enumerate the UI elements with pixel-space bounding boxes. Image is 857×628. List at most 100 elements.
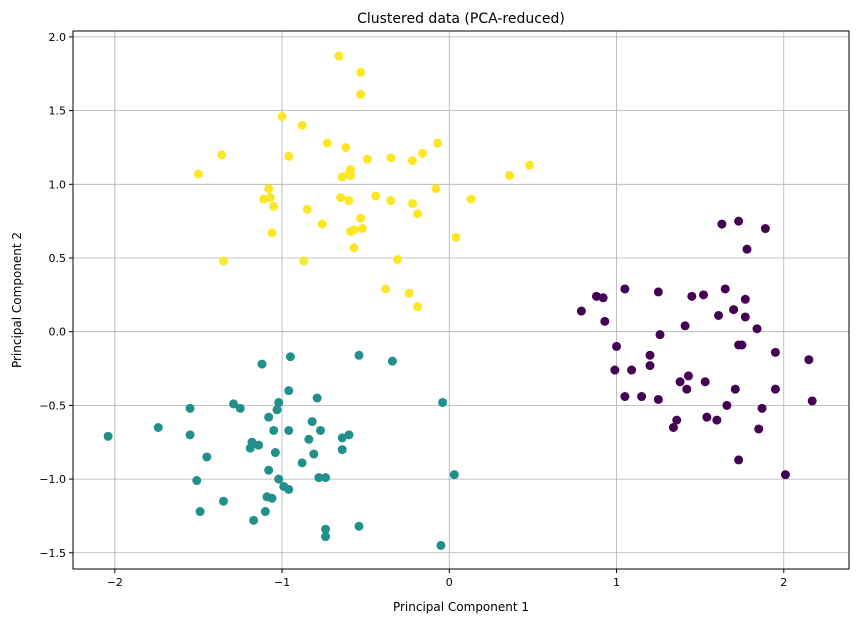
data-point-cluster-0 xyxy=(322,138,332,148)
data-point-cluster-2 xyxy=(612,341,622,351)
data-point-cluster-2 xyxy=(734,340,744,350)
data-point-cluster-2 xyxy=(620,392,630,402)
data-point-cluster-2 xyxy=(729,305,739,315)
data-point-cluster-1 xyxy=(254,440,264,450)
data-point-cluster-2 xyxy=(720,284,730,294)
data-point-cluster-1 xyxy=(267,493,277,503)
data-point-cluster-1 xyxy=(297,458,307,468)
data-point-cluster-0 xyxy=(277,111,287,121)
data-point-cluster-1 xyxy=(284,386,294,396)
data-point-cluster-1 xyxy=(257,359,267,369)
data-point-cluster-2 xyxy=(600,316,610,326)
data-point-cluster-1 xyxy=(272,405,282,415)
data-point-cluster-1 xyxy=(219,496,229,506)
data-point-cluster-1 xyxy=(321,532,331,542)
x-tick-label: 2 xyxy=(780,576,787,589)
data-point-cluster-0 xyxy=(344,196,354,206)
data-point-cluster-1 xyxy=(284,484,294,494)
data-point-cluster-1 xyxy=(270,448,280,458)
data-point-cluster-0 xyxy=(404,288,414,298)
data-point-cluster-0 xyxy=(433,138,443,148)
data-point-cluster-0 xyxy=(408,198,417,208)
data-point-cluster-1 xyxy=(192,476,202,486)
data-point-cluster-2 xyxy=(610,365,620,375)
data-point-cluster-1 xyxy=(185,403,195,413)
y-tick-label: −1.0 xyxy=(39,473,66,486)
data-point-cluster-1 xyxy=(264,412,274,422)
data-point-cluster-0 xyxy=(357,224,367,234)
data-point-cluster-0 xyxy=(193,169,203,179)
data-point-cluster-2 xyxy=(672,415,682,425)
data-point-cluster-0 xyxy=(284,151,294,161)
y-tick-label: 1.0 xyxy=(49,178,67,191)
data-point-cluster-1 xyxy=(387,356,397,366)
data-point-cluster-2 xyxy=(712,415,722,425)
x-tick-label: −1 xyxy=(274,576,290,589)
data-point-cluster-2 xyxy=(687,291,697,301)
x-tick-label: 1 xyxy=(613,576,620,589)
data-point-cluster-2 xyxy=(742,244,752,254)
data-point-cluster-0 xyxy=(217,150,227,160)
data-point-cluster-2 xyxy=(702,412,712,422)
data-point-cluster-2 xyxy=(682,384,692,394)
data-point-cluster-1 xyxy=(314,473,324,483)
data-point-cluster-1 xyxy=(285,352,295,362)
data-point-cluster-0 xyxy=(356,89,366,99)
data-point-cluster-2 xyxy=(714,310,724,320)
y-axis-label: Principal Component 2 xyxy=(10,232,24,368)
y-axis-ticks: −1.5 −1.0 −0.5 0.0 0.5 1.0 1.5 2.0 xyxy=(39,31,73,560)
data-point-cluster-0 xyxy=(336,193,346,203)
data-point-cluster-0 xyxy=(269,201,279,211)
data-point-cluster-1 xyxy=(312,393,322,403)
data-point-cluster-1 xyxy=(229,399,239,409)
data-point-cluster-2 xyxy=(754,424,764,434)
data-point-cluster-0 xyxy=(386,153,396,163)
data-point-cluster-2 xyxy=(699,290,708,300)
data-point-cluster-1 xyxy=(438,397,448,407)
data-point-cluster-2 xyxy=(620,284,630,294)
data-point-cluster-2 xyxy=(680,321,690,331)
data-point-cluster-2 xyxy=(645,361,655,371)
data-point-cluster-2 xyxy=(655,330,665,340)
data-point-cluster-1 xyxy=(260,507,270,517)
data-point-cluster-0 xyxy=(362,154,372,164)
data-point-cluster-2 xyxy=(760,224,770,234)
data-point-cluster-2 xyxy=(740,294,750,304)
data-point-cluster-1 xyxy=(202,452,212,462)
data-point-cluster-2 xyxy=(627,365,637,375)
data-point-cluster-0 xyxy=(219,256,229,266)
y-tick-label: 2.0 xyxy=(49,31,67,44)
data-point-cluster-2 xyxy=(757,403,767,413)
data-point-cluster-1 xyxy=(304,434,314,444)
data-point-cluster-0 xyxy=(259,194,269,204)
data-point-cluster-2 xyxy=(780,470,790,480)
data-point-cluster-2 xyxy=(770,384,780,394)
data-point-cluster-2 xyxy=(645,350,655,360)
data-point-cluster-0 xyxy=(525,160,535,170)
data-point-cluster-0 xyxy=(505,170,514,180)
data-point-cluster-0 xyxy=(341,142,351,152)
x-tick-label: 0 xyxy=(446,576,453,589)
data-point-cluster-1 xyxy=(354,350,364,360)
data-point-cluster-1 xyxy=(449,470,459,480)
data-point-cluster-2 xyxy=(734,216,744,226)
data-point-cluster-2 xyxy=(752,324,762,334)
data-point-cluster-1 xyxy=(321,524,331,534)
data-point-cluster-2 xyxy=(722,400,732,410)
data-point-cluster-2 xyxy=(730,384,740,394)
data-point-cluster-2 xyxy=(653,394,663,404)
data-point-cluster-2 xyxy=(591,291,601,301)
data-point-cluster-0 xyxy=(265,193,275,203)
plot-frame xyxy=(72,30,850,570)
x-axis-label: Principal Component 1 xyxy=(393,600,529,614)
data-point-cluster-0 xyxy=(451,232,461,242)
data-point-cluster-0 xyxy=(346,170,356,180)
data-point-cluster-2 xyxy=(734,455,744,465)
x-axis-ticks: −2 −1 0 1 2 xyxy=(107,569,787,589)
data-point-cluster-1 xyxy=(195,507,205,517)
data-point-cluster-1 xyxy=(264,465,274,475)
y-tick-label: 1.5 xyxy=(49,105,67,118)
data-point-cluster-1 xyxy=(309,449,319,459)
data-point-cluster-1 xyxy=(274,474,284,484)
